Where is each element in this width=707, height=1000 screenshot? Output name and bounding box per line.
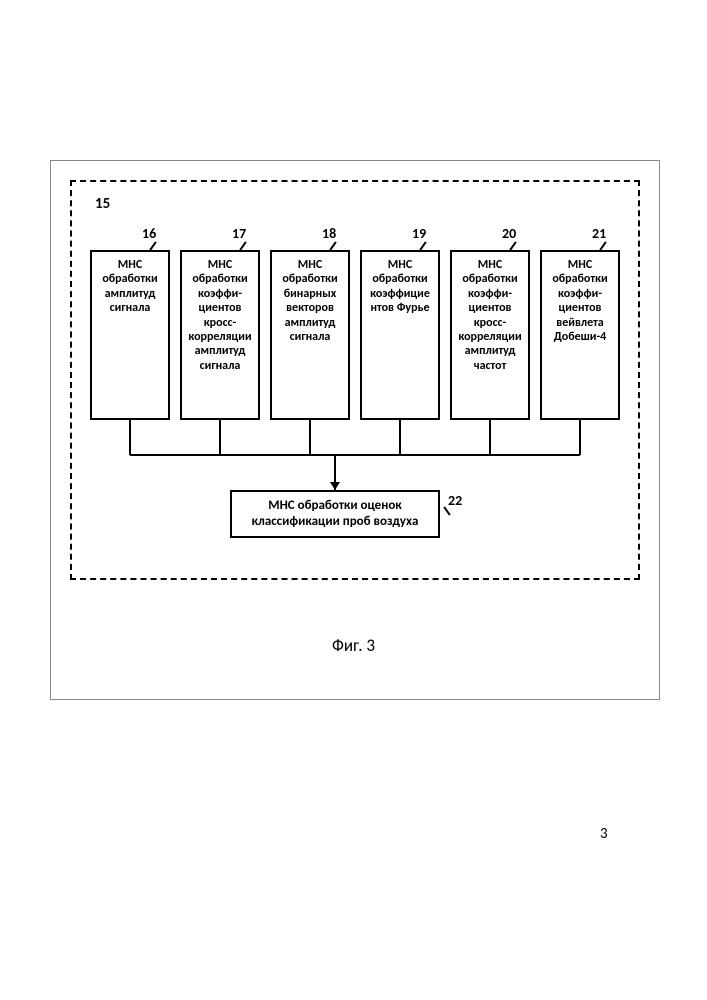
connectors	[0, 0, 707, 1000]
page-number: 3	[600, 825, 608, 843]
page: 15 МНСобработкиамплитудсигнала16МНСобраб…	[0, 0, 707, 1000]
figure-caption: Фиг. 3	[0, 635, 707, 656]
